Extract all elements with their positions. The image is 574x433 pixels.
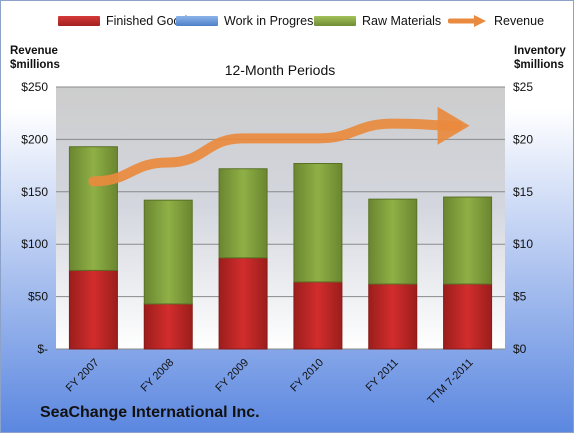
legend-item-raw-materials: Raw Materials — [314, 14, 441, 28]
left-axis-title: Revenue $millions — [10, 44, 60, 72]
legend-item-finished-goods: Finished Goods — [58, 14, 194, 28]
legend-swatch-finished-goods — [58, 16, 100, 26]
legend-label-work-in-progress: Work in Progress — [224, 14, 320, 28]
legend-label-finished-goods: Finished Goods — [106, 14, 194, 28]
legend: Finished Goods Work in Progress Raw Mate… — [0, 14, 574, 34]
left-axis-title-line: Revenue $millions — [10, 45, 60, 71]
plot-area — [56, 87, 505, 349]
bar-finished-goods — [368, 283, 418, 350]
revenue-arrowhead — [437, 106, 470, 145]
company-name: SeaChange International Inc. — [40, 404, 260, 421]
bar-raw-materials — [68, 146, 118, 271]
legend-swatch-raw-materials — [314, 16, 356, 26]
left-tick-label: $- — [37, 342, 48, 356]
bar-finished-goods — [443, 283, 493, 350]
right-axis-title: Inventory $millions — [514, 44, 566, 72]
bar-finished-goods — [293, 281, 343, 350]
bar-raw-materials — [143, 199, 193, 305]
bar-finished-goods — [143, 303, 193, 350]
bar-raw-materials — [368, 198, 418, 285]
bar-finished-goods — [68, 269, 118, 350]
left-tick-label: $150 — [21, 185, 48, 199]
left-tick-label: $250 — [21, 80, 48, 94]
legend-label-revenue: Revenue — [494, 14, 545, 28]
legend-item-revenue: Revenue — [448, 14, 544, 28]
bar-raw-materials — [293, 163, 343, 283]
right-axis-title-line: Inventory $millions — [514, 45, 566, 71]
bar-raw-materials — [443, 196, 493, 285]
revenue-line-layer — [88, 106, 470, 187]
legend-item-work-in-progress: Work in Progress — [176, 14, 320, 28]
left-tick-label: $50 — [28, 290, 48, 304]
legend-swatch-work-in-progress — [176, 16, 218, 26]
right-tick-label: $20 — [513, 132, 533, 146]
bars — [68, 146, 493, 350]
bar-raw-materials — [218, 168, 268, 259]
right-tick-label: $5 — [513, 290, 527, 304]
legend-swatch-revenue — [448, 15, 486, 27]
left-tick-label: $100 — [21, 237, 48, 251]
right-tick-label: $10 — [513, 237, 533, 251]
right-tick-label: $25 — [513, 80, 533, 94]
right-tick-label: $0 — [513, 342, 527, 356]
revenue-line — [88, 118, 463, 187]
chart-subtitle: 12-Month Periods — [224, 62, 336, 78]
legend-label-raw-materials: Raw Materials — [362, 14, 442, 28]
bar-finished-goods — [218, 257, 268, 350]
right-tick-label: $15 — [513, 185, 533, 199]
left-tick-label: $200 — [21, 132, 48, 146]
